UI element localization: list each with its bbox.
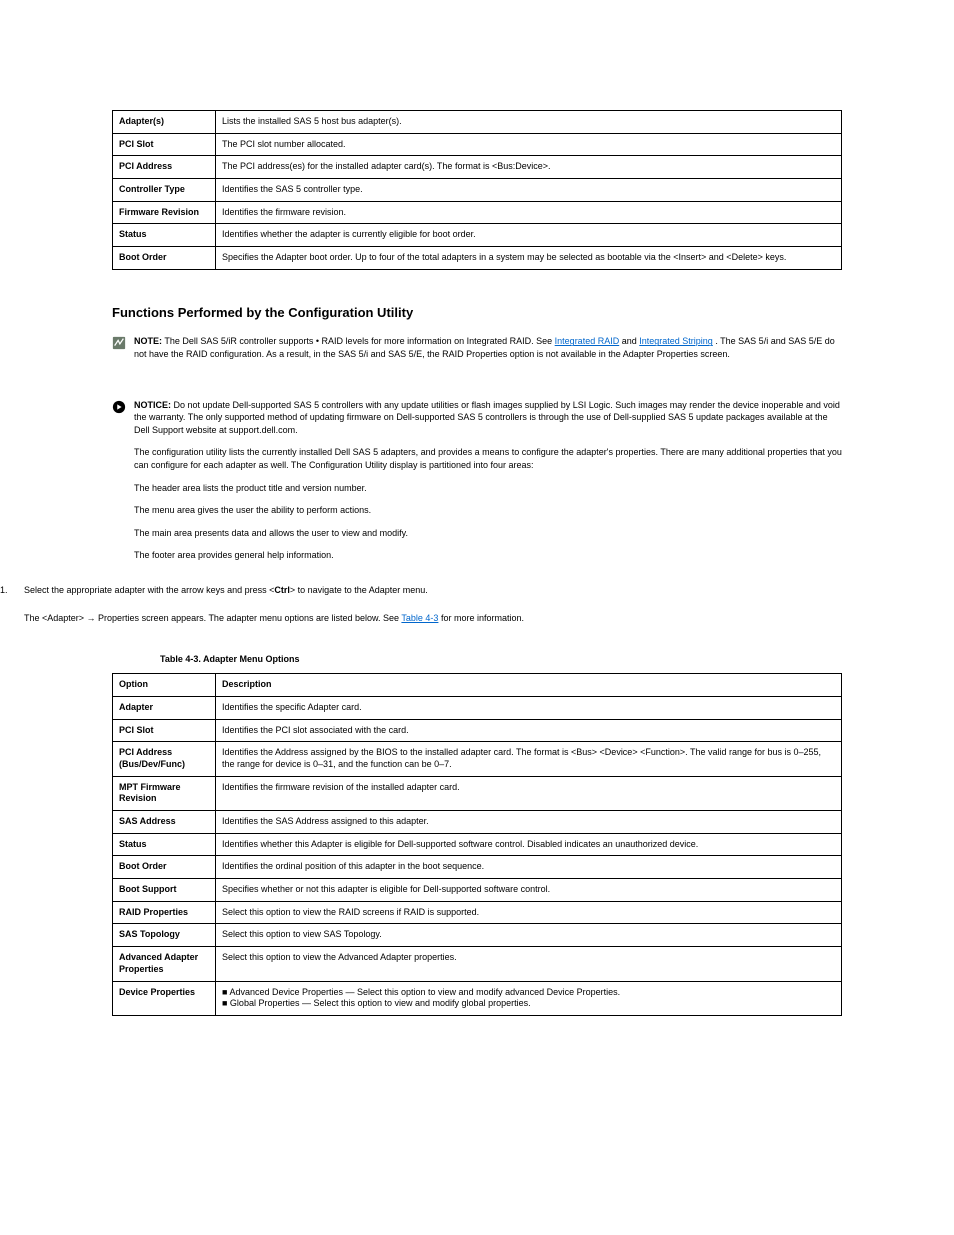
cell-right: Specifies the Adapter boot order. Up to … bbox=[216, 247, 842, 270]
table-4-3-caption-wrap: Table 4-3. Adapter Menu Options bbox=[112, 653, 842, 665]
cell-option: SAS Address bbox=[113, 811, 216, 834]
cell-option: Adapter bbox=[113, 696, 216, 719]
step-list: 1. Select the appropriate adapter with t… bbox=[0, 584, 730, 625]
functions-heading: Functions Performed by the Configuration… bbox=[112, 304, 842, 322]
cell-description: Identifies the PCI slot associated with … bbox=[216, 719, 842, 742]
notice-line-4: The main area presents data and allows t… bbox=[134, 527, 842, 540]
note-block: NOTE: The Dell SAS 5/iR controller suppo… bbox=[112, 335, 842, 360]
table-row: Boot SupportSpecifies whether or not thi… bbox=[113, 879, 842, 902]
cell-option: SAS Topology bbox=[113, 924, 216, 947]
cell-left: PCI Address bbox=[113, 156, 216, 179]
cell-right: The PCI slot number allocated. bbox=[216, 133, 842, 156]
cell-option: Boot Order bbox=[113, 856, 216, 879]
cell-right: Identifies the SAS 5 controller type. bbox=[216, 179, 842, 202]
cell-description: Select this option to view the Advanced … bbox=[216, 947, 842, 981]
step-1-text-b: > to navigate to the Adapter menu. bbox=[290, 585, 428, 595]
link-table-4-3[interactable]: Table 4-3 bbox=[401, 613, 438, 623]
notice-line-3: The menu area gives the user the ability… bbox=[134, 504, 842, 517]
table-row: StatusIdentifies whether the adapter is … bbox=[113, 224, 842, 247]
cell-option: Status bbox=[113, 833, 216, 856]
table-row: PCI AddressThe PCI address(es) for the i… bbox=[113, 156, 842, 179]
table-row: Option Description bbox=[113, 674, 842, 697]
notice-line-1: The configuration utility lists the curr… bbox=[134, 446, 842, 471]
table-row: Boot OrderSpecifies the Adapter boot ord… bbox=[113, 247, 842, 270]
cell-description: ■ Advanced Device Properties — Select th… bbox=[216, 981, 842, 1015]
cell-description: Identifies the firmware revision of the … bbox=[216, 776, 842, 810]
notice-text: NOTICE: Do not update Dell-supported SAS… bbox=[134, 399, 842, 562]
table-row: PCI SlotIdentifies the PCI slot associat… bbox=[113, 719, 842, 742]
cell-right: Identifies whether the adapter is curren… bbox=[216, 224, 842, 247]
link-integrated-striping[interactable]: Integrated Striping bbox=[639, 336, 713, 346]
link-integrated-raid[interactable]: Integrated RAID bbox=[555, 336, 620, 346]
cell-description: Identifies the specific Adapter card. bbox=[216, 696, 842, 719]
table-row: RAID PropertiesSelect this option to vie… bbox=[113, 901, 842, 924]
cell-option: MPT Firmware Revision bbox=[113, 776, 216, 810]
table-row: SAS TopologySelect this option to view S… bbox=[113, 924, 842, 947]
cell-right: The PCI address(es) for the installed ad… bbox=[216, 156, 842, 179]
step-1-text-a: Select the appropriate adapter with the … bbox=[24, 585, 274, 595]
cell-right: Identifies the firmware revision. bbox=[216, 201, 842, 224]
cell-left: Firmware Revision bbox=[113, 201, 216, 224]
cell-option: PCI Address (Bus/Dev/Func) bbox=[113, 742, 216, 776]
step-1: 1. Select the appropriate adapter with t… bbox=[0, 584, 730, 597]
table-row: Advanced Adapter PropertiesSelect this o… bbox=[113, 947, 842, 981]
cell-description: Identifies the Address assigned by the B… bbox=[216, 742, 842, 776]
table-row: StatusIdentifies whether this Adapter is… bbox=[113, 833, 842, 856]
adapter-menu-options-table: Option Description AdapterIdentifies the… bbox=[112, 673, 842, 1016]
notice-block: NOTICE: Do not update Dell-supported SAS… bbox=[112, 399, 842, 562]
cell-description: Identifies the ordinal position of this … bbox=[216, 856, 842, 879]
table-row: MPT Firmware RevisionIdentifies the firm… bbox=[113, 776, 842, 810]
col-description-head: Description bbox=[216, 674, 842, 697]
notice-line-2: The header area lists the product title … bbox=[134, 482, 842, 495]
notice-icon bbox=[112, 400, 126, 414]
note-text-mid: and bbox=[622, 336, 640, 346]
cell-left: Adapter(s) bbox=[113, 111, 216, 134]
note-text: NOTE: The Dell SAS 5/iR controller suppo… bbox=[134, 335, 842, 360]
notice-line-0: Do not update Dell-supported SAS 5 contr… bbox=[134, 400, 840, 435]
cell-description: Identifies the SAS Address assigned to t… bbox=[216, 811, 842, 834]
result-before: The <Adapter> → Properties screen appear… bbox=[24, 613, 401, 623]
cell-right: Lists the installed SAS 5 host bus adapt… bbox=[216, 111, 842, 134]
table-row: Controller TypeIdentifies the SAS 5 cont… bbox=[113, 179, 842, 202]
note-prefix: NOTE: bbox=[134, 336, 162, 346]
cell-description: Select this option to view the RAID scre… bbox=[216, 901, 842, 924]
cell-option: Boot Support bbox=[113, 879, 216, 902]
notice-line-5: The footer area provides general help in… bbox=[134, 549, 842, 562]
cell-option: Advanced Adapter Properties bbox=[113, 947, 216, 981]
cell-left: Controller Type bbox=[113, 179, 216, 202]
cell-description: Select this option to view SAS Topology. bbox=[216, 924, 842, 947]
table-row: PCI Address (Bus/Dev/Func)Identifies the… bbox=[113, 742, 842, 776]
cell-left: Status bbox=[113, 224, 216, 247]
notice-prefix: NOTICE: bbox=[134, 400, 171, 410]
pci-adapter-table: Adapter(s)Lists the installed SAS 5 host… bbox=[112, 110, 842, 270]
table-row: Boot OrderIdentifies the ordinal positio… bbox=[113, 856, 842, 879]
table-row: Adapter(s)Lists the installed SAS 5 host… bbox=[113, 111, 842, 134]
table-row: SAS AddressIdentifies the SAS Address as… bbox=[113, 811, 842, 834]
table-row: PCI SlotThe PCI slot number allocated. bbox=[113, 133, 842, 156]
col-option-head: Option bbox=[113, 674, 216, 697]
cell-description: Specifies whether or not this adapter is… bbox=[216, 879, 842, 902]
note-text-1: The Dell SAS 5/iR controller supports • … bbox=[164, 336, 554, 346]
step-1-key: Ctrl bbox=[274, 585, 290, 595]
table-4-3-caption: Table 4-3. Adapter Menu Options bbox=[160, 653, 842, 665]
cell-left: Boot Order bbox=[113, 247, 216, 270]
table-row: AdapterIdentifies the specific Adapter c… bbox=[113, 696, 842, 719]
cell-option: PCI Slot bbox=[113, 719, 216, 742]
note-icon bbox=[112, 336, 126, 350]
cell-left: PCI Slot bbox=[113, 133, 216, 156]
result-line: The <Adapter> → Properties screen appear… bbox=[0, 612, 730, 625]
table-row: Firmware RevisionIdentifies the firmware… bbox=[113, 201, 842, 224]
cell-description: Identifies whether this Adapter is eligi… bbox=[216, 833, 842, 856]
result-after: for more information. bbox=[441, 613, 524, 623]
step-1-num: 1. bbox=[0, 584, 24, 597]
table-row: Device Properties■ Advanced Device Prope… bbox=[113, 981, 842, 1015]
cell-option: RAID Properties bbox=[113, 901, 216, 924]
cell-option: Device Properties bbox=[113, 981, 216, 1015]
